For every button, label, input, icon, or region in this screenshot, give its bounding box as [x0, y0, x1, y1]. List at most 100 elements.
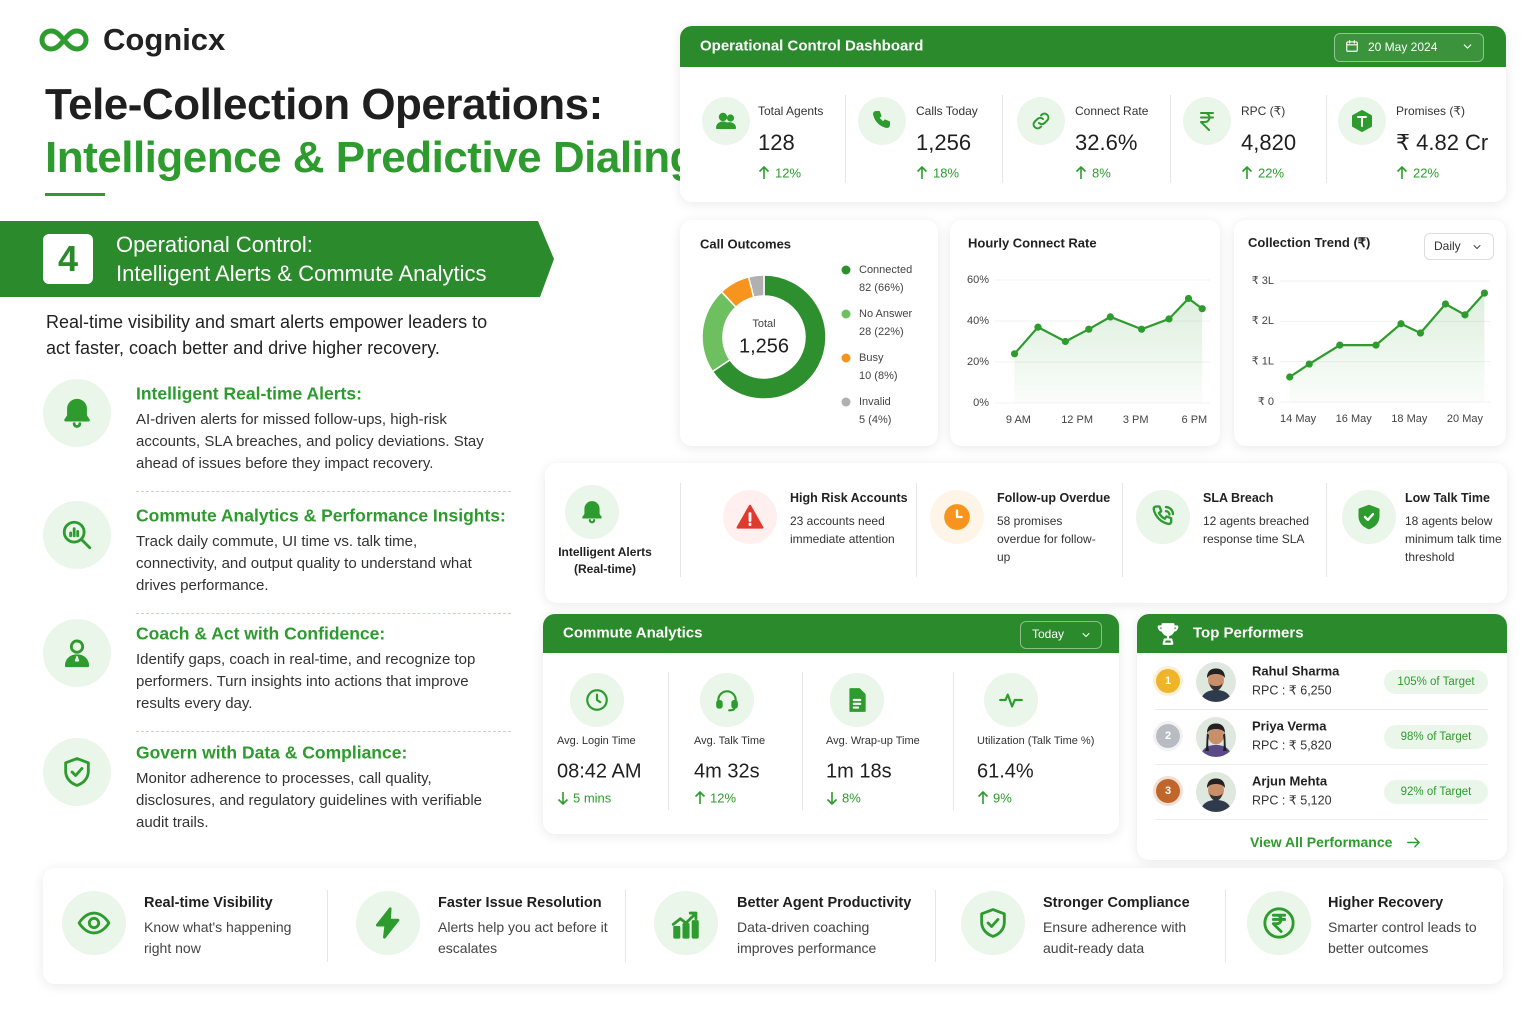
avatar	[1196, 662, 1236, 702]
rank-medal: 3	[1156, 779, 1180, 803]
trend-arrow	[916, 165, 928, 180]
icon-graphic	[849, 688, 866, 712]
avatar-graphic	[1200, 778, 1232, 812]
avatar	[1196, 717, 1236, 757]
link-arrow	[1405, 834, 1422, 851]
feature-icon	[43, 501, 111, 569]
target-badge: 98% of Target	[1384, 725, 1488, 749]
arrow-graphic	[1075, 165, 1087, 179]
rank-medal: 1	[1156, 669, 1180, 693]
title-underline	[45, 193, 105, 196]
filter-text: Today	[1032, 627, 1065, 641]
alert-icon	[723, 490, 777, 544]
kpi-change: 8%	[1092, 165, 1111, 181]
trophy-icon	[1155, 621, 1181, 647]
arrow-graphic	[758, 165, 770, 179]
alert-divider	[1122, 483, 1123, 577]
alert-divider	[916, 483, 917, 577]
commute-title: Commute Analytics	[563, 624, 703, 642]
alerts-title: Intelligent Alerts	[558, 545, 652, 559]
benefit-icon	[654, 891, 718, 955]
icon-graphic	[1152, 505, 1175, 526]
chart-title: Collection Trend (₹)	[1248, 235, 1371, 250]
logo-graphic	[39, 28, 89, 52]
alert-title: Follow-up Overdue	[997, 491, 1111, 505]
metric-change: 12%	[710, 790, 737, 806]
metric-icon	[700, 673, 754, 727]
feature-divider	[136, 731, 511, 732]
row-divider	[1155, 764, 1488, 765]
intro-text: Real-time visibility and smart alerts em…	[46, 312, 488, 358]
kpi-label: Calls Today	[916, 104, 978, 118]
icon-graphic	[716, 112, 736, 129]
icon-graphic	[736, 504, 764, 529]
target-badge: 92% of Target	[1384, 780, 1488, 804]
avatar	[1196, 772, 1236, 812]
trend-arrow	[826, 791, 838, 806]
feature-text: AI-driven alerts for missed follow-ups, …	[136, 411, 484, 472]
icon-graphic	[586, 689, 608, 711]
filter-dropdown[interactable]	[1020, 621, 1102, 649]
row-divider	[1155, 709, 1488, 710]
performer-rpc: RPC : ₹ 5,820	[1252, 738, 1332, 753]
trend-arrow	[557, 791, 569, 806]
metric-value: 08:42 AM	[557, 760, 642, 783]
feature-text: Identify gaps, coach in real-time, and r…	[136, 651, 476, 712]
chevron	[1461, 40, 1474, 53]
alert-icon	[1136, 490, 1190, 544]
trend-arrow	[694, 790, 706, 805]
metric-value: 61.4%	[977, 760, 1034, 783]
icon-graphic	[999, 693, 1023, 708]
date-picker[interactable]	[1334, 33, 1484, 62]
icon-graphic	[1473, 245, 1481, 249]
icon-graphic	[582, 501, 602, 524]
icon-graphic	[64, 757, 90, 787]
metric-label: Avg. Talk Time	[694, 735, 766, 747]
kpi-label: Connect Rate	[1075, 104, 1149, 118]
metric-divider	[802, 672, 803, 810]
kpi-label: RPC (₹)	[1241, 104, 1286, 118]
trend-arrow	[1075, 165, 1087, 180]
kpi-value: ₹ 4.82 Cr	[1396, 130, 1489, 155]
filter-dropdown[interactable]	[1424, 233, 1494, 260]
trend-arrow	[758, 165, 770, 180]
kpi-divider	[1002, 95, 1003, 183]
view-all-link[interactable]: View All Performance	[1250, 834, 1393, 850]
benefit-divider	[327, 890, 328, 962]
feature-divider	[136, 613, 511, 614]
kpi-change: 22%	[1258, 165, 1285, 181]
section-title: Intelligent Alerts & Commute Analytics	[116, 261, 487, 286]
feature-divider	[136, 491, 511, 492]
benefit-title: Higher Recovery	[1328, 895, 1444, 911]
metric-icon	[830, 673, 884, 727]
arrow-graphic	[977, 790, 989, 804]
kpi-value: 1,256	[916, 130, 972, 155]
arrow-graphic	[557, 792, 569, 806]
alert-title: SLA Breach	[1203, 491, 1274, 505]
benefit-title: Stronger Compliance	[1043, 895, 1190, 911]
chevron	[1080, 628, 1092, 640]
kpi-divider	[1326, 95, 1327, 183]
icon-graphic	[1346, 40, 1358, 52]
avatar-graphic	[1200, 668, 1232, 702]
target-badge: 105% of Target	[1384, 670, 1488, 694]
arrow-graphic	[1396, 165, 1408, 179]
trend-arrow	[1241, 165, 1253, 180]
benefit-icon	[356, 891, 420, 955]
metric-icon	[984, 673, 1038, 727]
kpi-icon	[1017, 97, 1065, 145]
trend-arrow	[1396, 165, 1408, 180]
icon-graphic	[1082, 633, 1090, 637]
icon-graphic	[1463, 44, 1472, 49]
icon-graphic	[873, 111, 890, 128]
metric-icon	[570, 673, 624, 727]
benefit-icon	[1247, 891, 1311, 955]
performers-header	[1137, 614, 1507, 653]
kpi-divider	[1170, 95, 1171, 183]
benefit-text: Know what's happening right now	[144, 919, 292, 956]
section-title: Operational Control:	[116, 232, 313, 257]
icon-graphic	[1200, 112, 1214, 131]
benefit-text: Smarter control leads to better outcomes	[1328, 919, 1477, 956]
feature-text: Track daily commute, UI time vs. talk ti…	[136, 533, 472, 594]
